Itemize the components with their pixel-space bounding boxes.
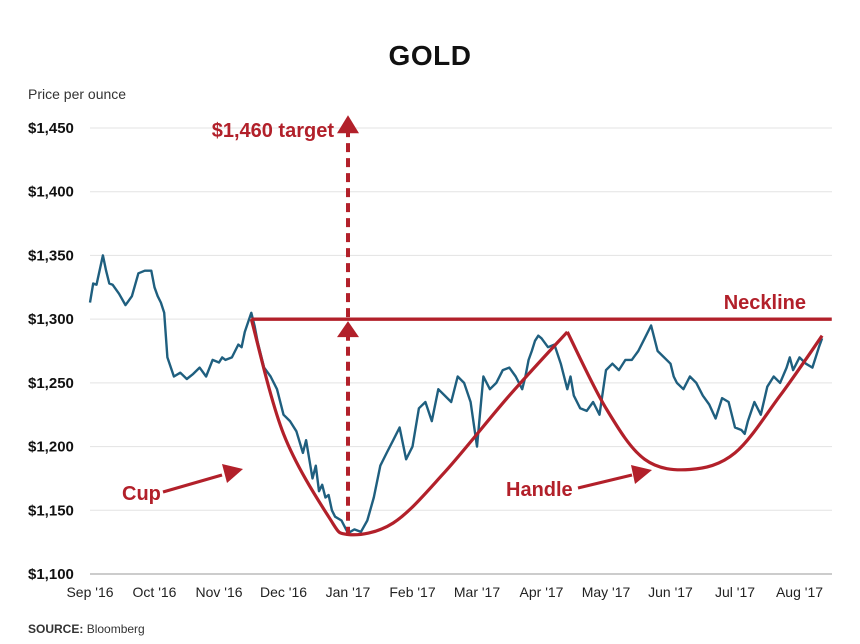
chart-title: GOLD	[388, 40, 472, 71]
x-tick-label: Jul '17	[715, 584, 755, 600]
x-tick-label: Jan '17	[326, 584, 371, 600]
handle-label: Handle	[506, 479, 573, 501]
cup-pointer-line	[162, 473, 223, 494]
handle-pointer-head	[631, 465, 652, 484]
source-label: SOURCE:	[28, 622, 84, 636]
cup-label: Cup	[122, 483, 161, 505]
x-tick-label: Oct '16	[133, 584, 177, 600]
x-tick-label: Apr '17	[520, 584, 564, 600]
y-tick-label: $1,300	[28, 311, 74, 328]
y-tick-label: $1,350	[28, 247, 74, 264]
gold-price-line	[88, 254, 824, 535]
x-tick-label: Feb '17	[389, 584, 435, 600]
y-tick-label: $1,100	[28, 566, 74, 583]
x-tick-label: May '17	[582, 584, 631, 600]
x-tick-label: Mar '17	[454, 584, 500, 600]
y-tick-label: $1,200	[28, 439, 74, 456]
y-tick-label: $1,450	[28, 120, 74, 137]
cup-curve	[249, 318, 569, 537]
neckline-label: Neckline	[724, 292, 806, 314]
y-tick-label: $1,250	[28, 375, 74, 392]
y-tick-label: $1,400	[28, 184, 74, 201]
target-label: $1,460 target	[212, 120, 335, 142]
target-arrowhead-upper	[337, 115, 359, 134]
source-text: Bloomberg	[86, 622, 145, 636]
handle-pointer-line	[577, 473, 633, 490]
handle-curve	[565, 331, 824, 472]
x-tick-label: Aug '17	[776, 584, 823, 600]
source-note: SOURCE: Bloomberg	[28, 622, 145, 636]
x-tick-label: Jun '17	[648, 584, 693, 600]
cup-pointer-head	[222, 464, 243, 483]
y-axis-label: Price per ounce	[28, 86, 127, 102]
y-tick-label: $1,150	[28, 502, 74, 519]
x-tick-label: Dec '16	[260, 584, 307, 600]
x-tick-label: Nov '16	[195, 584, 242, 600]
x-tick-label: Sep '16	[66, 584, 113, 600]
target-arrowhead-lower	[337, 321, 359, 338]
